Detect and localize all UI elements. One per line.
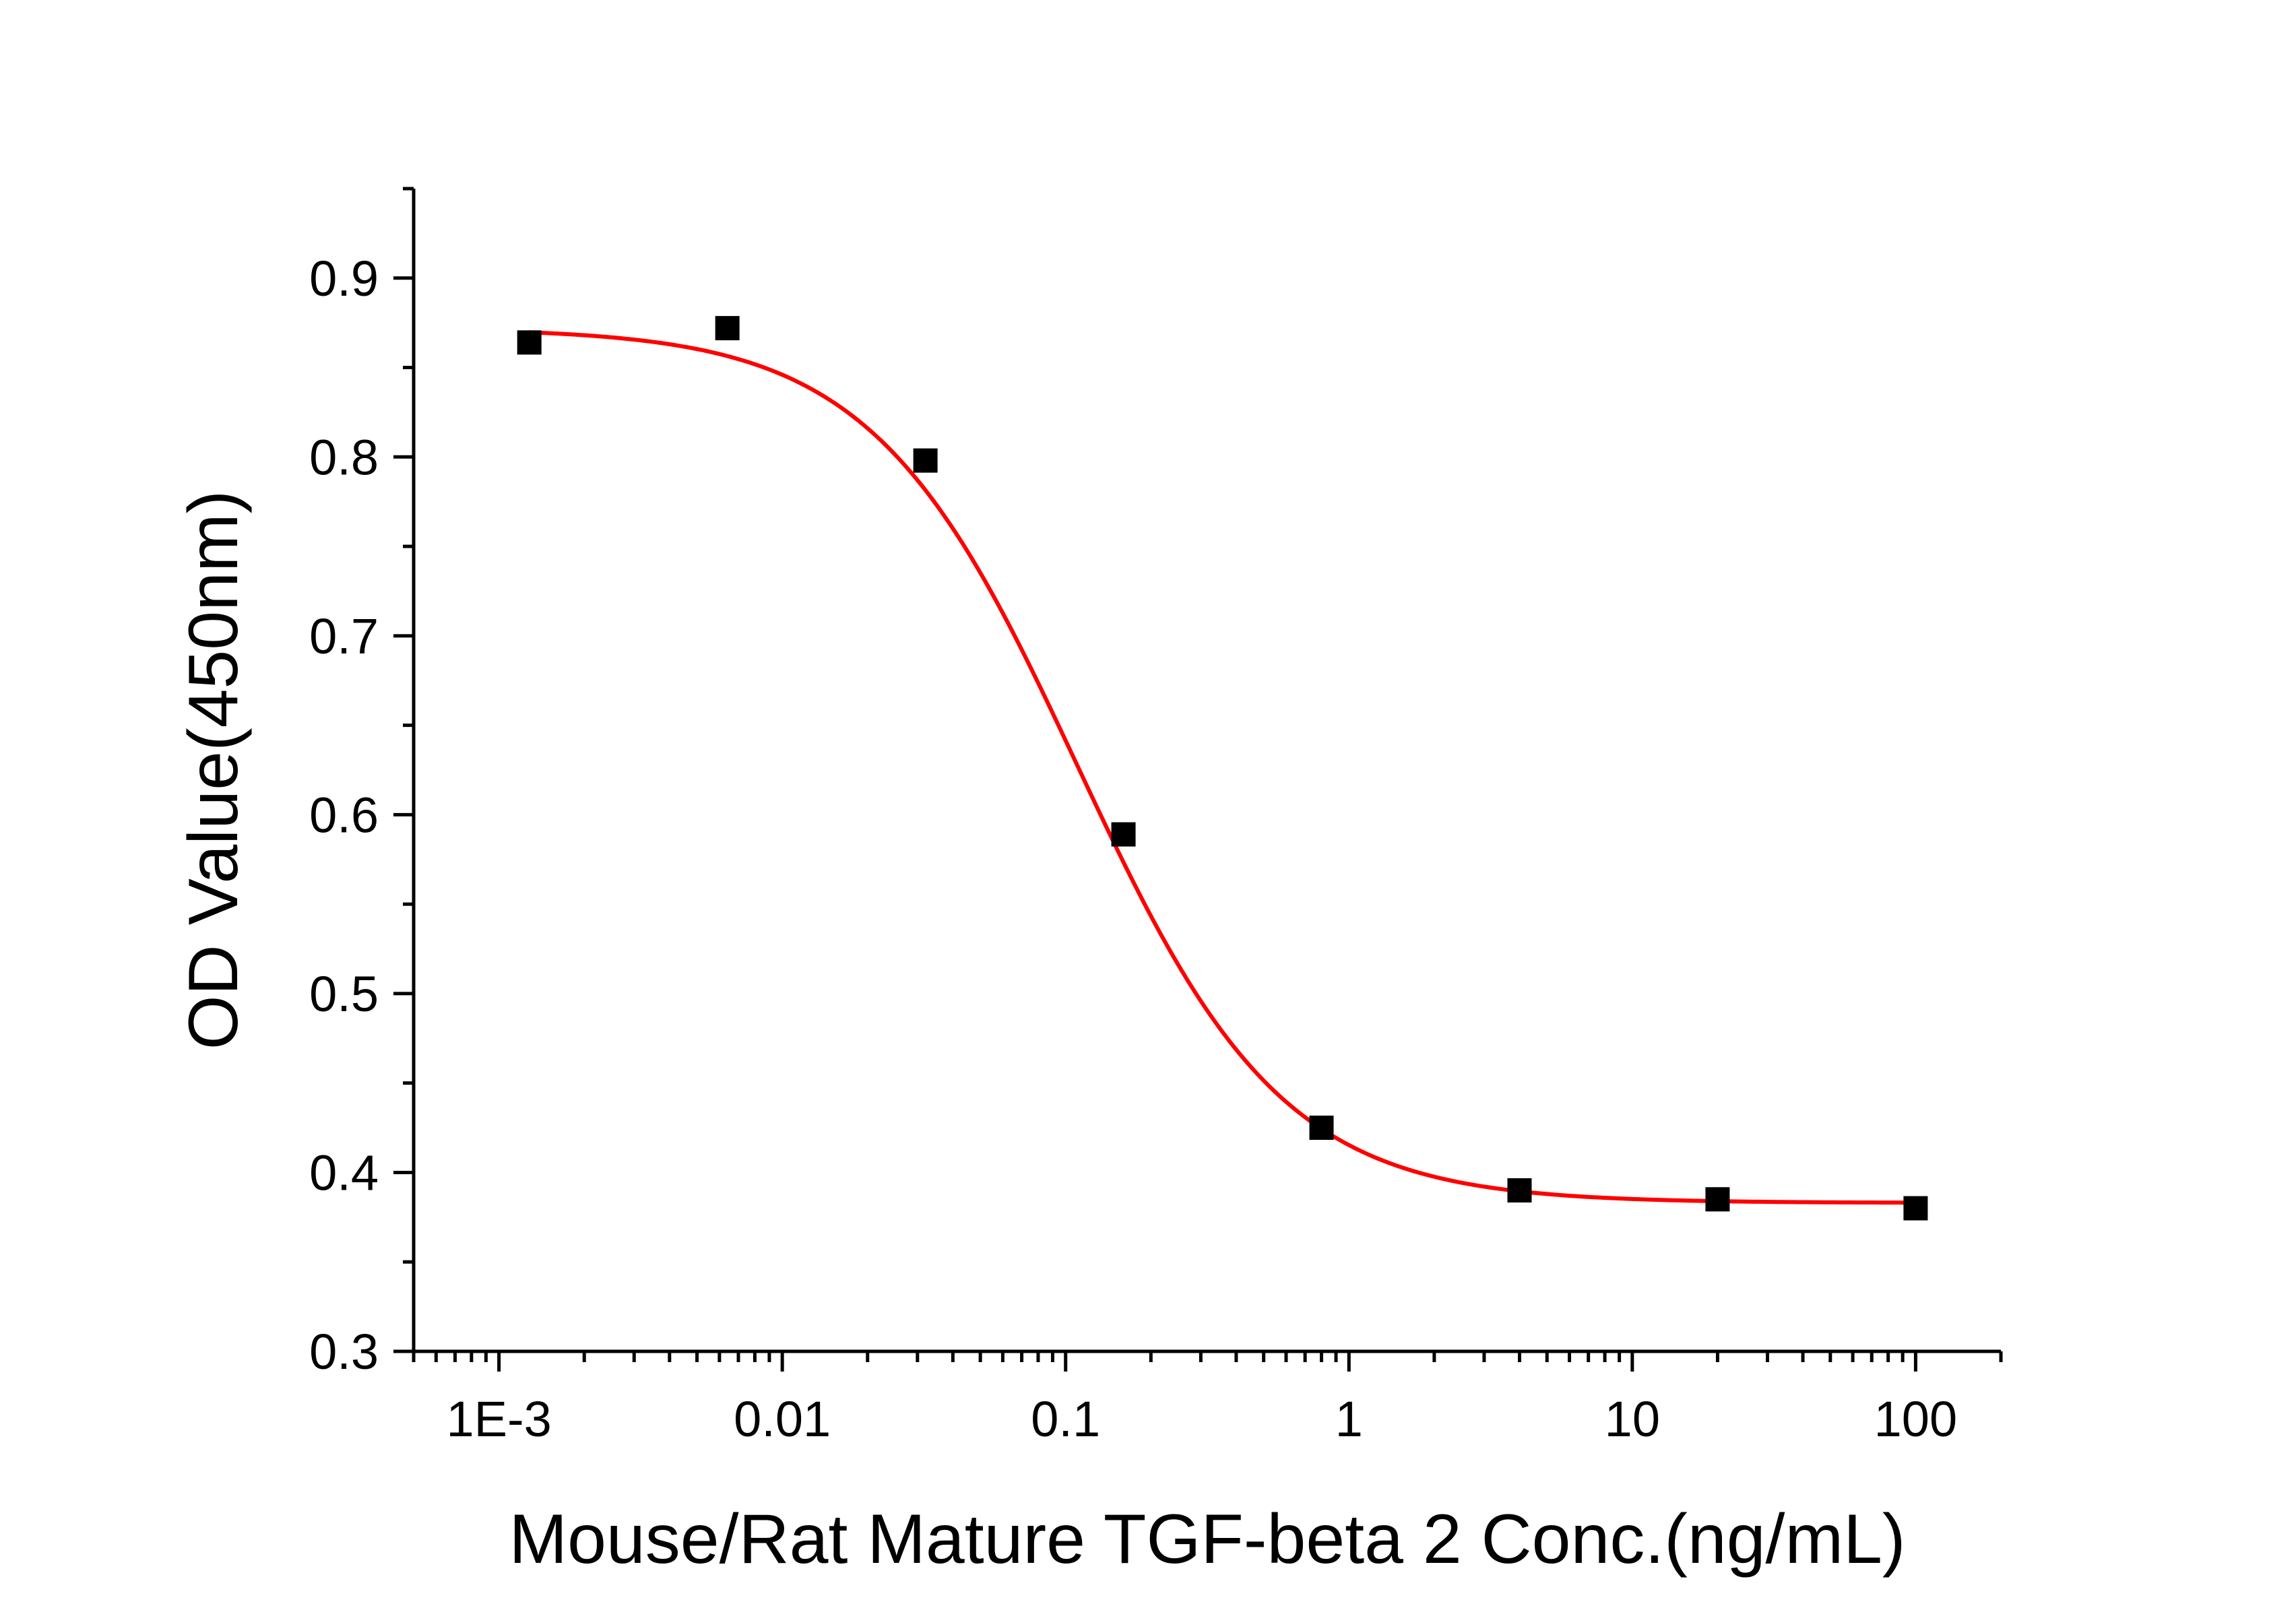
y-tick-label: 0.4 — [309, 1145, 379, 1200]
y-axis-title: OD Value(450nm) — [174, 490, 253, 1050]
x-tick-label: 100 — [1874, 1391, 1957, 1447]
y-tick-label: 0.7 — [309, 608, 379, 664]
data-points — [517, 316, 1928, 1221]
axes: 0.3 0.4 0.5 0.6 0.7 0.8 0.9 1E-3 0.01 0.1 1 10 100 — [309, 187, 2003, 1447]
y-tick-label: 0.9 — [309, 251, 379, 307]
fit-curve-layer — [529, 330, 1916, 1205]
data-point — [517, 330, 542, 355]
y-tick-label: 0.8 — [309, 429, 379, 485]
data-point — [913, 448, 938, 473]
x-tick-label: 10 — [1605, 1391, 1660, 1447]
data-point — [1705, 1187, 1730, 1212]
data-point — [1903, 1196, 1928, 1221]
x-tick-label: 1 — [1335, 1391, 1363, 1447]
x-axis-title: Mouse/Rat Mature TGF-beta 2 Conc.(ng/mL) — [509, 1500, 1905, 1578]
x-tick-label: 0.1 — [1031, 1391, 1100, 1447]
y-tick-label: 0.3 — [309, 1324, 379, 1380]
x-tick-label: 0.01 — [734, 1391, 831, 1447]
x-tick-label: 1E-3 — [446, 1391, 551, 1447]
data-point — [1309, 1116, 1334, 1141]
y-tick-label: 0.6 — [309, 787, 379, 843]
y-tick-label: 0.5 — [309, 966, 379, 1022]
data-point — [715, 316, 740, 341]
axis-labels: Mouse/Rat Mature TGF-beta 2 Conc.(ng/mL)… — [174, 490, 1906, 1578]
data-point — [1507, 1178, 1532, 1203]
fit-curve-line — [529, 330, 1916, 1205]
data-point — [1111, 822, 1136, 847]
